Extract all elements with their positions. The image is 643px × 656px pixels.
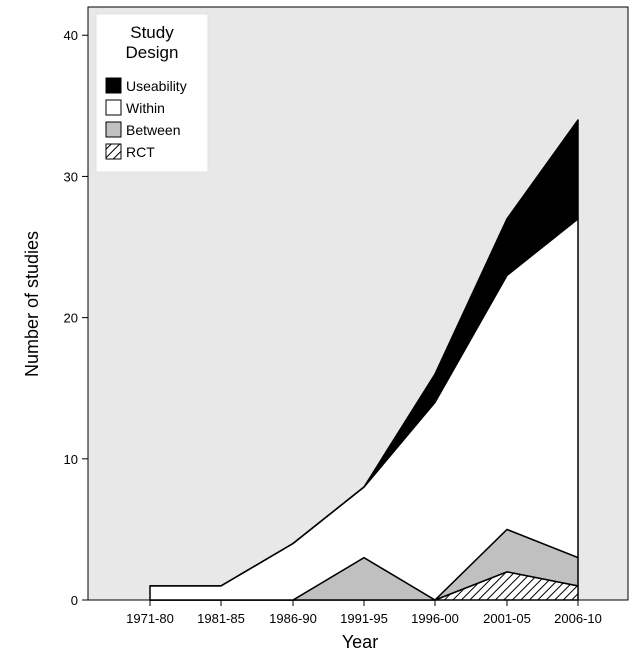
x-axis-title: Year bbox=[342, 632, 378, 652]
legend-swatch-useability bbox=[105, 77, 122, 94]
legend-label-between: Between bbox=[126, 122, 180, 138]
x-tick-label: 1971-80 bbox=[126, 611, 174, 626]
y-tick-label: 30 bbox=[64, 169, 78, 184]
legend-items: Useability Within Between RCT bbox=[105, 77, 187, 160]
x-axis: 1971-80 1981-85 1986-90 1991-95 1996-00 2001-… bbox=[126, 600, 602, 626]
y-tick-label: 10 bbox=[64, 452, 78, 467]
legend-label-within: Within bbox=[126, 100, 165, 116]
area-layers bbox=[149, 119, 579, 601]
y-axis-title: Number of studies bbox=[22, 231, 42, 377]
legend-title-line-1: Study bbox=[130, 23, 174, 42]
x-tick-label: 2001-05 bbox=[483, 611, 531, 626]
y-axis: 0 10 20 30 40 bbox=[64, 28, 88, 608]
legend-label-rct: RCT bbox=[126, 144, 155, 160]
x-tick-label: 1981-85 bbox=[197, 611, 245, 626]
x-tick-label: 2006-10 bbox=[554, 611, 602, 626]
x-tick-label: 1986-90 bbox=[269, 611, 317, 626]
y-tick-label: 40 bbox=[64, 28, 78, 43]
legend-swatch-rct bbox=[105, 143, 122, 160]
x-tick-label: 1996-00 bbox=[411, 611, 459, 626]
legend: Study Design Useability Within Between RCT bbox=[95, 13, 209, 173]
legend-title-line-2: Design bbox=[126, 43, 179, 62]
legend-swatch-within bbox=[105, 99, 122, 116]
legend-label-useability: Useability bbox=[126, 78, 187, 94]
area-useability bbox=[149, 119, 579, 587]
legend-swatch-between bbox=[105, 121, 122, 138]
y-tick-label: 0 bbox=[71, 593, 78, 608]
x-tick-label: 1991-95 bbox=[340, 611, 388, 626]
y-tick-label: 20 bbox=[64, 311, 78, 326]
